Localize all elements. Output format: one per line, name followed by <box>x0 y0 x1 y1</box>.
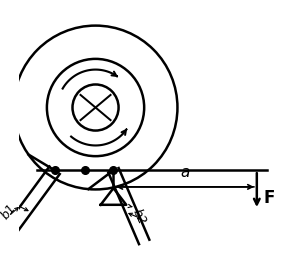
Text: b1: b1 <box>0 201 18 221</box>
Text: a: a <box>180 165 190 180</box>
Text: F: F <box>263 189 275 207</box>
Text: b2: b2 <box>130 206 148 226</box>
